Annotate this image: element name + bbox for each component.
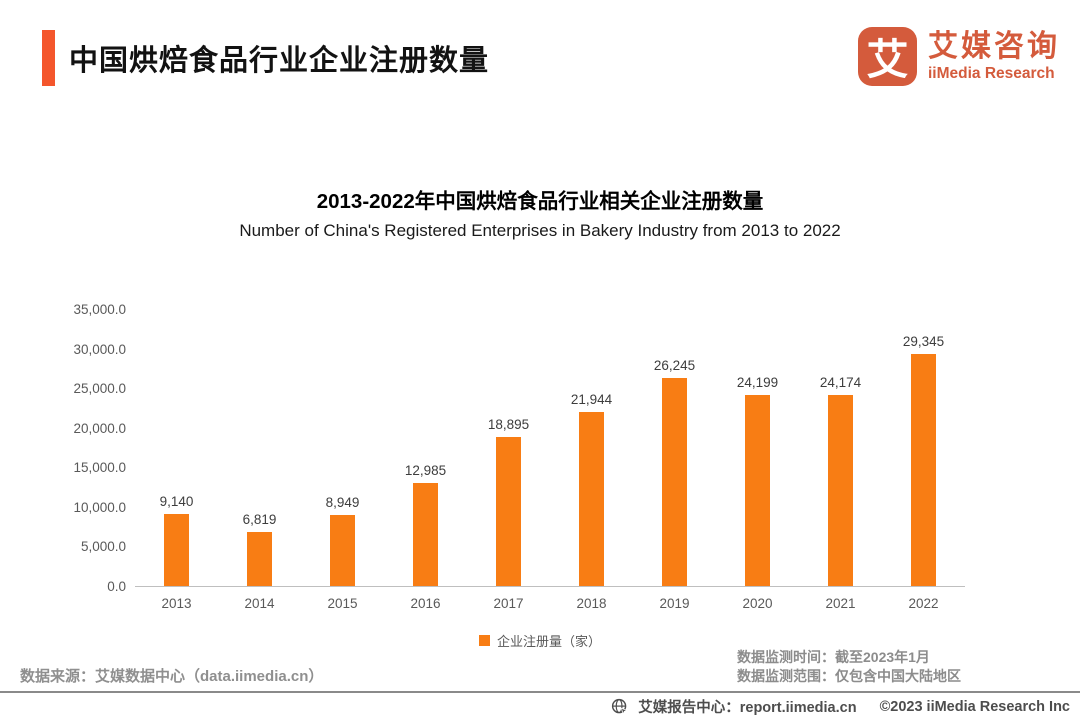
bar-value-label: 21,944	[570, 392, 613, 408]
bar	[911, 353, 936, 586]
x-axis-label: 2015	[327, 596, 358, 611]
logo-name-cn: 艾媒咨询	[928, 30, 1060, 64]
plot-area: 9,140 6,819 8,949 12,985 18,895 21,944 26,245 2…	[135, 310, 965, 587]
bar-column: 12,985	[384, 310, 467, 586]
bar-column: 21,944	[550, 310, 633, 586]
bar-column: 8,949	[301, 310, 384, 586]
y-axis-tick-label: 25,000.0	[73, 381, 126, 397]
bar	[247, 532, 272, 586]
x-axis-label: 2017	[493, 596, 524, 611]
y-axis-tick-label: 20,000.0	[73, 420, 126, 436]
data-source-note: 数据来源：艾媒数据中心（data.iimedia.cn）	[20, 668, 324, 685]
bar-column: 29,345	[882, 310, 965, 586]
y-axis-tick-label: 30,000.0	[73, 341, 126, 357]
y-axis-tick-label: 0.0	[107, 579, 126, 594]
bar	[745, 394, 770, 586]
iimedia-logo: 艾 艾媒咨询 iiMedia Research	[858, 27, 1060, 86]
chart-title: 2013-2022年中国烘焙食品行业相关企业注册数量	[316, 190, 764, 213]
bar-value-label: 29,345	[902, 333, 945, 349]
y-axis-tick-label: 10,000.0	[73, 499, 126, 515]
bar-column: 9,140	[135, 310, 218, 586]
chart-legend: 企业注册量（家）	[0, 631, 1080, 650]
bar-value-label: 24,174	[819, 374, 862, 390]
bar-column: 24,199	[716, 310, 799, 586]
report-header: 中国烘焙食品行业企业注册数量	[42, 30, 489, 86]
globe-cursor-icon	[611, 698, 629, 716]
page-title: 中国烘焙食品行业企业注册数量	[69, 45, 490, 77]
legend-label: 企业注册量（家）	[496, 634, 601, 649]
bar-value-label: 9,140	[159, 493, 194, 509]
x-axis-label: 2020	[742, 596, 773, 611]
title-accent-bar	[42, 30, 55, 86]
y-axis: 0.0 5,000.0 10,000.0 15,000.0 20,000.0 25,000…	[20, 302, 126, 594]
chart-subtitle: Number of China's Registered Enterprises…	[239, 221, 841, 240]
x-axis-label: 2014	[244, 596, 275, 611]
bar	[828, 394, 853, 586]
y-axis-tick-label: 15,000.0	[73, 460, 126, 476]
iimedia-logo-icon: 艾	[858, 27, 917, 86]
monitor-scope-note: 数据监测范围：仅包含中国大陆地区	[737, 668, 961, 684]
report-center-link[interactable]: 艾媒报告中心：report.iimedia.cn	[638, 700, 857, 716]
x-axis-label: 2018	[576, 596, 607, 611]
x-axis-label: 2016	[410, 596, 441, 611]
x-axis-label: 2021	[825, 596, 856, 611]
bar-value-label: 6,819	[242, 512, 277, 527]
bar	[496, 436, 521, 586]
x-axis-label: 2022	[908, 596, 939, 611]
bar-value-label: 8,949	[325, 495, 360, 511]
logo-name-en: iiMedia Research	[928, 64, 1055, 82]
footer-divider	[0, 691, 1080, 693]
iimedia-logo-text: 艾媒咨询 iiMedia Research	[928, 31, 1060, 82]
bar	[413, 483, 438, 586]
x-axis-label: 2019	[659, 596, 690, 611]
x-axis-labels: 2013 2014 2015 2016 2017 2018 2019 2020 2021 2022	[135, 596, 965, 611]
bar-value-label: 24,199	[736, 374, 779, 390]
bar-value-label: 12,985	[404, 463, 447, 479]
y-axis-tick-label: 5,000.0	[80, 539, 126, 555]
bar	[330, 515, 355, 586]
bar-value-label: 26,245	[653, 358, 696, 374]
bar	[164, 513, 189, 586]
y-axis-tick-label: 35,000.0	[73, 302, 126, 317]
bar-column: 24,174	[799, 310, 882, 586]
bar-column: 26,245	[633, 310, 716, 586]
monitor-time-note: 数据监测时间：截至2023年1月	[737, 649, 930, 665]
legend-swatch	[478, 635, 490, 646]
bar-value-label: 18,895	[487, 416, 530, 432]
x-axis-label: 2013	[161, 596, 192, 611]
bar-column: 6,819	[218, 310, 301, 586]
bar	[662, 378, 687, 586]
bar-column: 18,895	[467, 310, 550, 586]
copyright-text: ©2023 iiMedia Research Inc	[879, 698, 1070, 715]
monitor-notes: 数据监测时间：截至2023年1月 数据监测范围：仅包含中国大陆地区	[737, 648, 961, 686]
page-footer: 艾媒报告中心：report.iimedia.cn ©2023 iiMedia R…	[611, 696, 1070, 717]
bar	[579, 412, 604, 586]
